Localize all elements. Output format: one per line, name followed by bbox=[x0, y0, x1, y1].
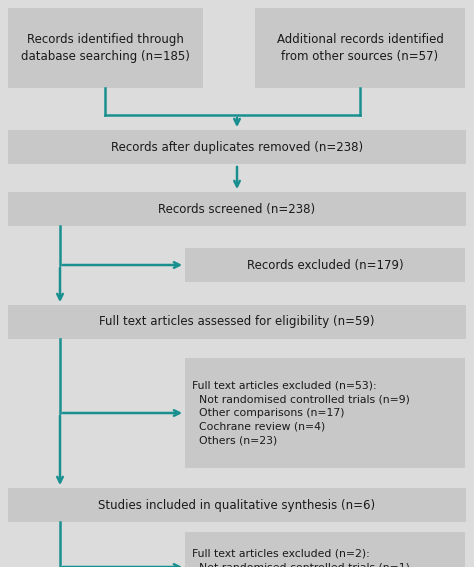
Text: Full text articles excluded (n=53):
  Not randomised controlled trials (n=9)
  O: Full text articles excluded (n=53): Not … bbox=[192, 381, 410, 445]
FancyBboxPatch shape bbox=[8, 305, 466, 339]
Text: Full text articles excluded (n=2):
  Not randomised controlled trials (n=1)
  Re: Full text articles excluded (n=2): Not r… bbox=[192, 548, 410, 567]
Text: Records excluded (n=179): Records excluded (n=179) bbox=[246, 259, 403, 272]
Text: Records identified through
database searching (n=185): Records identified through database sear… bbox=[21, 33, 190, 64]
FancyBboxPatch shape bbox=[8, 130, 466, 164]
Text: Additional records identified
from other sources (n=57): Additional records identified from other… bbox=[276, 33, 444, 64]
FancyBboxPatch shape bbox=[255, 8, 465, 88]
Text: Full text articles assessed for eligibility (n=59): Full text articles assessed for eligibil… bbox=[99, 315, 375, 328]
FancyBboxPatch shape bbox=[8, 192, 466, 226]
FancyBboxPatch shape bbox=[8, 488, 466, 522]
FancyBboxPatch shape bbox=[185, 248, 465, 282]
Text: Records screened (n=238): Records screened (n=238) bbox=[158, 202, 316, 215]
FancyBboxPatch shape bbox=[185, 358, 465, 468]
FancyBboxPatch shape bbox=[8, 8, 203, 88]
Text: Records after duplicates removed (n=238): Records after duplicates removed (n=238) bbox=[111, 141, 363, 154]
Text: Studies included in qualitative synthesis (n=6): Studies included in qualitative synthesi… bbox=[99, 498, 375, 511]
FancyBboxPatch shape bbox=[185, 532, 465, 567]
